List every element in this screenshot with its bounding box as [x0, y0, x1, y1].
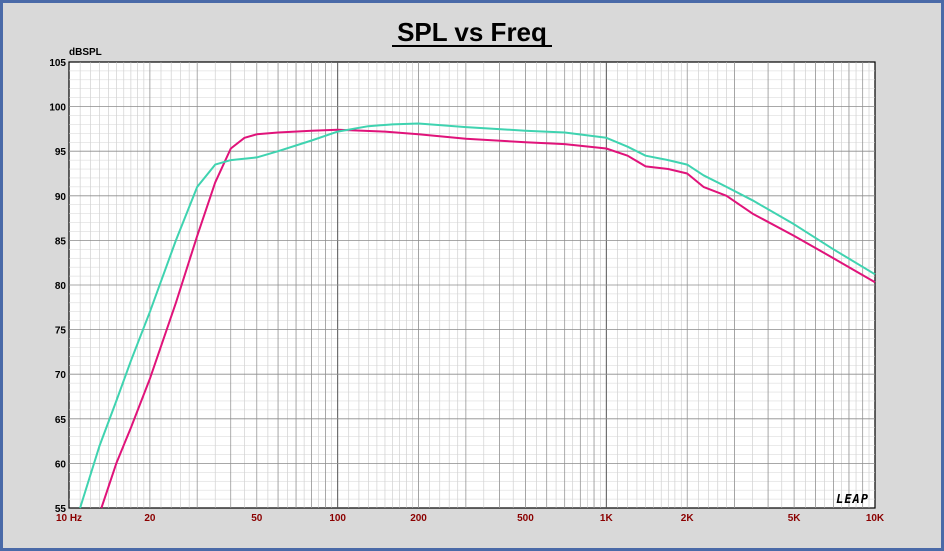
y-tick-label: 85 — [55, 236, 67, 247]
series-group — [79, 122, 876, 509]
x-tick-label: 200 — [410, 513, 427, 524]
y-tick-label: 80 — [55, 281, 67, 292]
x-tick-label: 20 — [144, 513, 156, 524]
x-tick-label: 100 — [329, 513, 346, 524]
x-tick-label: 2K — [681, 513, 695, 524]
y-tick-label: 90 — [55, 192, 67, 203]
leap-logo: LEAP — [836, 492, 869, 506]
y-tick-label: 75 — [55, 326, 67, 337]
y-tick-label: 65 — [55, 415, 67, 426]
x-tick-label: 500 — [517, 513, 534, 524]
series-line-1 — [100, 128, 876, 509]
x-tick-label: 10K — [866, 513, 885, 524]
y-tick-label: 55 — [55, 504, 67, 515]
y-tick-label: 100 — [49, 103, 66, 114]
axis-labels: 55 60 65 70 75 80 85 90 95 100 105 10 Hz 20 50 100 200 5… — [49, 58, 885, 524]
y-tick-label: 95 — [55, 147, 67, 158]
x-tick-label: 50 — [251, 513, 263, 524]
spl-chart: SPL vs Freq dBSPL 55 60 65 70 75 80 85 90 95 100 1… — [49, 17, 885, 524]
y-tick-label: 70 — [55, 370, 67, 381]
series-line-2 — [79, 122, 876, 509]
x-tick-label: 10 Hz — [56, 513, 82, 524]
chart-title: SPL vs Freq — [397, 17, 547, 47]
y-tick-label: 60 — [55, 459, 67, 470]
x-tick-label: 5K — [788, 513, 802, 524]
x-tick-label: 1K — [600, 513, 614, 524]
y-axis-unit-label: dBSPL — [69, 47, 102, 58]
y-tick-label: 105 — [49, 58, 66, 69]
